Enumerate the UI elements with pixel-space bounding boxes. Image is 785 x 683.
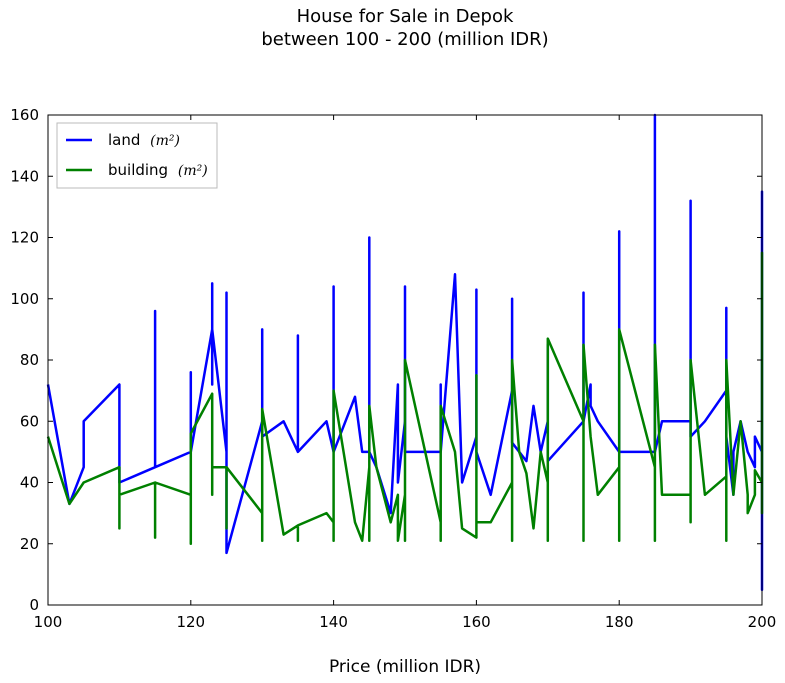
legend-label-building: building (m²) [108, 161, 208, 179]
series-line-land [46, 113, 764, 591]
x-tick-label-3: 160 [462, 613, 491, 631]
x-tick-label-0: 100 [34, 613, 63, 631]
legend-label-land: land (m²) [108, 131, 180, 149]
y-tick-label-3: 60 [20, 412, 39, 430]
legend-land-unit: (m²) [150, 133, 180, 149]
x-tick-label-1: 120 [176, 613, 205, 631]
legend: land (m²) building (m²) [56, 122, 218, 189]
x-tick-label-5: 200 [748, 613, 777, 631]
series-line-building [46, 251, 764, 546]
x-axis-label: Price (million IDR) [329, 657, 481, 677]
y-tick-label-5: 100 [10, 290, 39, 308]
legend-building-unit: (m²) [178, 163, 208, 179]
legend-land-name: land [108, 131, 140, 149]
y-tick-label-4: 80 [20, 351, 39, 369]
y-tick-label-8: 160 [10, 106, 39, 124]
y-tick-label-2: 40 [20, 474, 39, 492]
tick-layer: 100 120 140 160 180 200 0 20 40 60 80 100 120 140 160 [10, 106, 776, 631]
x-tick-label-4: 180 [605, 613, 634, 631]
y-tick-label-7: 140 [10, 167, 39, 185]
chart-title-line-2: between 100 - 200 (million IDR) [261, 29, 548, 50]
chart-title-line-1: House for Sale in Depok [297, 6, 514, 27]
series-layer [46, 113, 764, 591]
legend-building-name: building [108, 161, 168, 179]
y-tick-label-0: 0 [29, 596, 39, 614]
plot-area-frame [47, 114, 763, 606]
y-tick-label-1: 20 [20, 535, 39, 553]
y-tick-label-6: 120 [10, 229, 39, 247]
x-tick-label-2: 140 [319, 613, 348, 631]
legend-box [56, 122, 218, 189]
